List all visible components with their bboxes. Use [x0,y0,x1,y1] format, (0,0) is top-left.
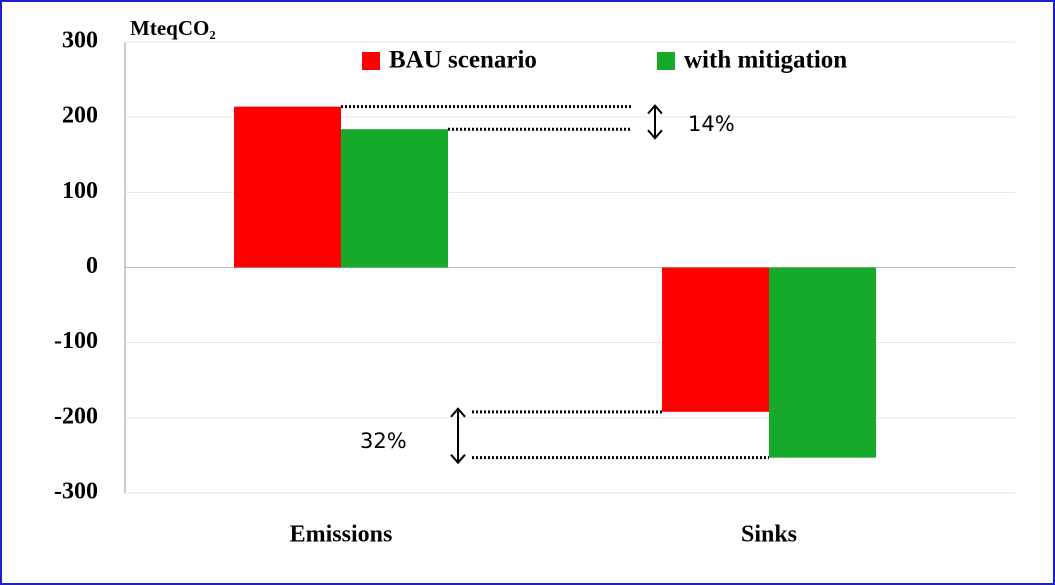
x-tick-label: Sinks [741,522,797,548]
y-tick-label: 0 [86,253,98,279]
legend-swatch [657,52,675,70]
legend-swatch [362,52,380,70]
bar [234,106,341,268]
y-tick-label: -200 [54,403,98,429]
legend-label: with mitigation [684,47,847,74]
y-tick-label: 300 [62,28,98,54]
annotation: 14% [688,112,735,136]
annotation: 32% [360,429,407,453]
bar [769,267,876,458]
y-tick-label: 200 [62,103,98,129]
arrow-head [647,129,663,140]
bar [341,129,448,268]
bar [662,267,769,412]
arrow-head [450,407,466,418]
y-axis-label: MteqCO₂ [130,16,216,40]
arrow-head [647,104,663,115]
y-tick-label: 100 [62,178,98,204]
arrow-head [450,454,466,465]
y-tick-label: -300 [54,479,98,505]
y-tick-label: -100 [54,328,98,354]
x-tick-label: Emissions [290,522,393,548]
legend-label: BAU scenario [389,47,537,74]
